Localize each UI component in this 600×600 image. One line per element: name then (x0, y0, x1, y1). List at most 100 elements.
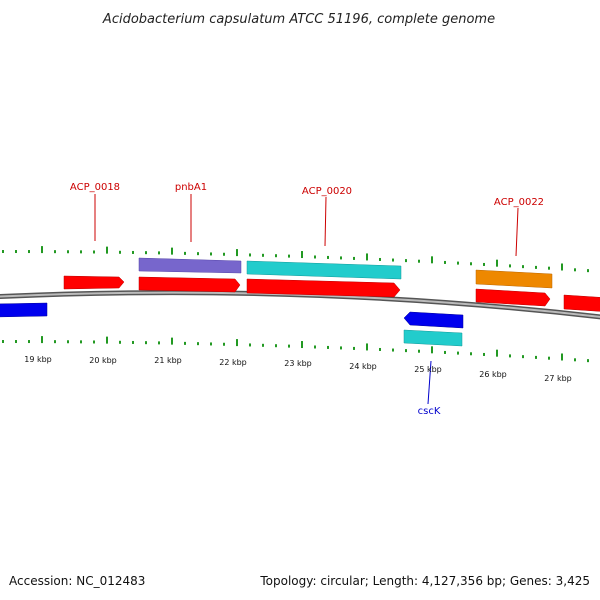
gene-cyan-cscK[interactable] (403, 329, 463, 347)
inner-tick (509, 354, 511, 358)
inner-tick (93, 340, 95, 344)
scale-label-24: 24 kbp (349, 362, 377, 371)
outer-tick (249, 253, 251, 257)
label-acp0018[interactable]: ACP_0018 (70, 182, 120, 193)
inner-tick (483, 352, 485, 356)
outer-tick (587, 269, 589, 273)
outer-tick (15, 250, 17, 254)
inner-tick (197, 342, 199, 346)
genome-backbone-highlight (0, 291, 600, 318)
gene-red-pnbA1[interactable] (138, 276, 241, 293)
outer-tick (340, 256, 342, 260)
inner-tick (106, 336, 108, 344)
outer-tick (509, 264, 511, 268)
gene-red-next[interactable] (563, 294, 600, 312)
outer-tick (301, 251, 303, 259)
outer-tick (353, 256, 355, 260)
label-acp0020[interactable]: ACP_0020 (302, 186, 352, 197)
outer-tick (2, 250, 4, 254)
label-pnbA1[interactable]: pnbA1 (175, 182, 207, 193)
inner-tick (171, 337, 173, 345)
outer-tick (327, 255, 329, 259)
outer-tick (548, 266, 550, 270)
inner-tick (145, 341, 147, 345)
outer-tick (236, 249, 238, 257)
outer-tick (522, 265, 524, 269)
outer-tick (80, 250, 82, 254)
inner-tick (288, 344, 290, 348)
gene-orange-acp0022[interactable] (475, 269, 553, 289)
outer-tick (262, 253, 264, 257)
gene-red-acp0020[interactable] (246, 278, 401, 298)
outer-tick-ring (2, 246, 589, 273)
inner-tick (80, 340, 82, 344)
leader-acp0020 (324, 196, 327, 247)
outer-tick (444, 260, 446, 264)
scale-label-27: 27 kbp (544, 374, 572, 383)
inner-tick (249, 343, 251, 347)
outer-tick (67, 250, 69, 254)
inner-tick (132, 340, 134, 344)
inner-tick (2, 340, 4, 344)
inner-tick (522, 355, 524, 359)
outer-tick (145, 251, 147, 255)
gene-blue-cscK[interactable] (403, 311, 464, 329)
genome-summary-text: Topology: circular; Length: 4,127,356 bp… (260, 574, 590, 588)
inner-tick (275, 344, 277, 348)
inner-tick (535, 355, 537, 359)
outer-tick (288, 254, 290, 258)
outer-tick (119, 250, 121, 254)
outer-tick (418, 259, 420, 263)
inner-tick (392, 348, 394, 352)
outer-tick (197, 252, 199, 256)
outer-tick (431, 256, 433, 264)
label-acp0022[interactable]: ACP_0022 (494, 197, 544, 208)
inner-tick (379, 347, 381, 351)
inner-tick (587, 359, 589, 363)
scale-label-26: 26 kbp (479, 370, 507, 379)
gene-blue-left[interactable] (0, 302, 48, 318)
inner-tick (236, 339, 238, 347)
outer-tick (184, 251, 186, 255)
gene-purple-pnbA1[interactable] (138, 257, 242, 274)
inner-tick (67, 340, 69, 344)
outer-tick (158, 251, 160, 255)
inner-tick (496, 349, 498, 357)
outer-tick (561, 263, 563, 271)
inner-tick (184, 341, 186, 345)
inner-tick (223, 342, 225, 346)
gene-red-acp0018[interactable] (63, 275, 125, 290)
inner-tick (574, 358, 576, 362)
gene-cyan-acp0020-outer[interactable] (246, 260, 402, 280)
inner-tick (444, 350, 446, 354)
outer-tick (470, 262, 472, 266)
outer-tick (314, 255, 316, 259)
outer-tick (457, 261, 459, 265)
outer-tick (366, 253, 368, 261)
outer-tick (483, 262, 485, 266)
inner-tick (119, 340, 121, 344)
outer-tick (574, 268, 576, 272)
outer-tick (275, 254, 277, 258)
scale-label-20: 20 kbp (89, 356, 117, 365)
outer-tick (392, 258, 394, 262)
label-cscK[interactable]: cscK (418, 406, 441, 417)
inner-tick (301, 341, 303, 349)
inner-tick-ring (2, 336, 589, 363)
inner-tick (366, 343, 368, 351)
inner-tick (327, 345, 329, 349)
inner-tick (314, 345, 316, 349)
outer-tick (106, 246, 108, 254)
inner-tick (41, 336, 43, 344)
scale-label-25: 25 kbp (414, 365, 442, 374)
outer-tick (41, 246, 43, 254)
outer-tick (379, 257, 381, 261)
outer-tick (405, 259, 407, 263)
outer-tick (171, 247, 173, 255)
outer-tick (132, 250, 134, 254)
outer-tick (93, 250, 95, 254)
inner-tick (353, 346, 355, 350)
accession-text: Accession: NC_012483 (9, 574, 146, 588)
gene-red-acp0022[interactable] (475, 288, 551, 307)
outer-tick (223, 252, 225, 256)
